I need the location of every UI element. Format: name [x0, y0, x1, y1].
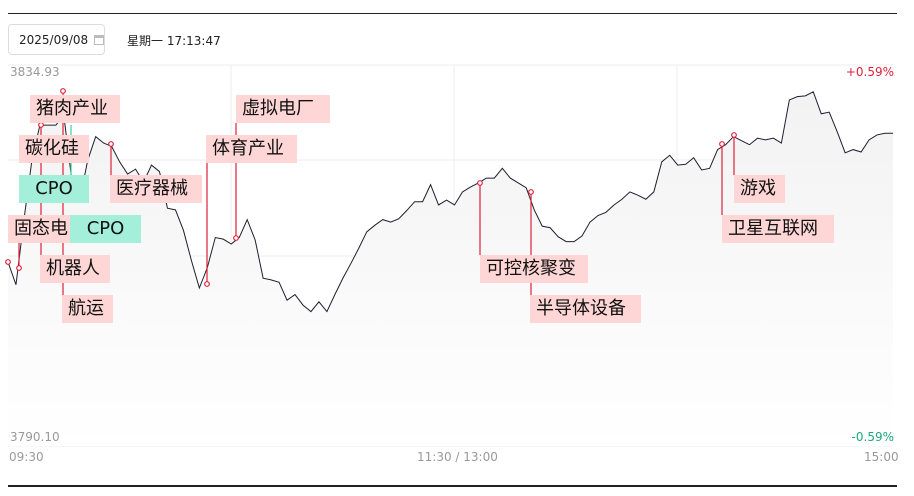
annotation-marker — [5, 259, 11, 265]
annotation-marker — [108, 141, 114, 147]
tag-virtual-plant[interactable]: 虚拟电厂 — [236, 95, 330, 123]
bottom-divider — [8, 485, 897, 487]
top-divider — [8, 13, 897, 14]
tag-cpo-1[interactable]: CPO — [19, 175, 89, 203]
tag-semiconductor[interactable]: 半导体设备 — [530, 295, 641, 323]
area-fill — [8, 91, 893, 447]
pct-max-label: +0.59% — [845, 65, 894, 79]
x-tick-close: 15:00 — [864, 450, 899, 464]
date-value: 2025/09/08 — [19, 32, 89, 47]
annotation-marker — [38, 122, 44, 128]
tag-games[interactable]: 游戏 — [734, 175, 785, 203]
x-tick-open: 09:30 — [9, 450, 44, 464]
annotation-marker — [60, 88, 66, 94]
tag-shipping[interactable]: 航运 — [62, 295, 113, 323]
annotation-marker — [233, 235, 239, 241]
annotation-marker — [528, 189, 534, 195]
annotation-marker — [16, 265, 22, 271]
price-line — [7, 91, 893, 313]
weekday-time: 星期一 17:13:47 — [127, 34, 221, 48]
y-max-label: 3834.93 — [10, 65, 60, 79]
annotation-marker — [204, 281, 210, 287]
y-min-label: 3790.10 — [10, 430, 60, 444]
annotation-marker — [731, 132, 737, 138]
tag-solid-battery[interactable]: 固态电 — [8, 215, 70, 243]
tag-pork[interactable]: 猪肉产业 — [30, 95, 120, 123]
tag-fusion[interactable]: 可控核聚变 — [480, 255, 588, 283]
tag-satellite[interactable]: 卫星互联网 — [722, 215, 834, 243]
tag-robot[interactable]: 机器人 — [40, 255, 110, 283]
tag-cpo-2[interactable]: CPO — [70, 215, 141, 243]
tag-sic[interactable]: 碳化硅 — [19, 135, 89, 163]
date-picker[interactable]: 2025/09/08 — [8, 24, 105, 55]
x-tick-midday: 11:30 / 13:00 — [417, 450, 498, 464]
calendar-icon — [94, 34, 104, 45]
annotation-marker — [477, 180, 483, 186]
tag-medical[interactable]: 医疗器械 — [110, 175, 202, 203]
annotation-marker — [719, 141, 725, 147]
tag-sports[interactable]: 体育产业 — [206, 135, 297, 163]
pct-min-label: -0.59% — [851, 430, 894, 444]
